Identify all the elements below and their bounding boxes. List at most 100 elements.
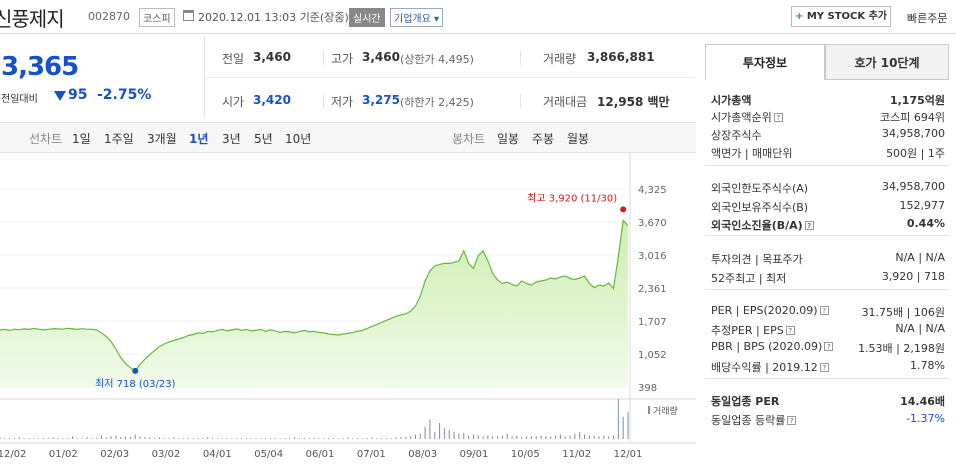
open-label: 시가: [222, 95, 245, 109]
help-icon[interactable]: ?: [773, 113, 783, 122]
info-row: 추정PER | EPS? N/A | N/A: [711, 322, 945, 339]
volume-bar: [270, 438, 272, 439]
volume-bar: [564, 436, 566, 439]
volume-bar: [187, 438, 189, 439]
info-panel: 투자정보 호가 10단계 시가총액 1,175억원 시가총액순위? 코스피 694위 상…: [705, 44, 955, 471]
quick-order-button[interactable]: 빠른주문: [907, 12, 948, 25]
high-label: 고가: [331, 52, 354, 66]
candle-daily[interactable]: 일봉: [497, 132, 520, 146]
volume-bar: [424, 426, 426, 439]
volume-bar: [207, 437, 209, 439]
period-1y[interactable]: 1년: [189, 132, 209, 146]
basis-text: 기준(장중): [299, 11, 349, 24]
price-area: [0, 220, 628, 387]
volume-bar: [192, 438, 194, 439]
volume-bar: [303, 438, 305, 439]
volume-bar: [279, 438, 281, 439]
company-info-button[interactable]: 기업개요 ▾: [390, 8, 444, 27]
volume-bar: [603, 435, 605, 439]
help-icon[interactable]: ?: [819, 306, 829, 315]
help-icon[interactable]: ?: [824, 342, 834, 351]
candle-weekly[interactable]: 주봉: [532, 132, 555, 146]
price-line: [0, 219, 629, 372]
info-row-label: PER | EPS(2020.09)?: [711, 304, 829, 317]
info-row-label: 상장주식수: [711, 129, 762, 142]
period-3y[interactable]: 3년: [222, 132, 241, 146]
help-icon[interactable]: ?: [804, 221, 814, 230]
volume-bar: [588, 435, 590, 439]
volume-bar: [294, 437, 296, 439]
period-5y[interactable]: 5년: [254, 132, 273, 146]
tab-invest-info[interactable]: 투자정보: [705, 44, 825, 80]
volume-bar: [86, 437, 88, 439]
volume-bar: [52, 437, 54, 439]
help-icon[interactable]: ?: [787, 416, 797, 425]
volume-bar: [28, 438, 30, 439]
volume-bar: [139, 436, 141, 439]
high-value: 3,460: [362, 50, 400, 64]
volume-bar: [511, 436, 513, 439]
info-row: 동일업종 등락률? -1.37%: [711, 412, 945, 429]
info-row: PER | EPS(2020.09)? 31.75배 | 106원: [711, 304, 945, 321]
realtime-button[interactable]: 실시간: [349, 8, 385, 27]
open-value: 3,420: [253, 93, 291, 107]
volume-bar: [545, 436, 547, 439]
period-1d[interactable]: 1일: [72, 132, 91, 146]
volume-bar: [342, 438, 344, 439]
stock-header: [0, 0, 956, 34]
info-row-label: 동일업종 등락률?: [711, 412, 797, 428]
price-chart[interactable]: 4,325 3,670 3,016 2,361 1,707 1,052 398 최고 3,9…: [0, 153, 696, 471]
info-row: 외국인보유주식수(B) 152,977: [711, 199, 945, 216]
down-arrow-icon: [54, 91, 66, 101]
volume-bar: [361, 438, 363, 439]
volume-bar: [526, 436, 528, 439]
volume-bar: [593, 435, 595, 439]
min-label: 최저 718 (03/23): [95, 378, 176, 390]
period-3m[interactable]: 3개월: [147, 132, 177, 146]
y-tick-label: 3,670: [638, 218, 667, 229]
datetime-text: 2020.12.01 13:03: [198, 11, 297, 24]
candle-monthly[interactable]: 월봉: [567, 132, 590, 146]
mystock-add-button[interactable]: + MY STOCK 추가: [791, 6, 891, 27]
volume-bar: [530, 436, 532, 439]
info-row-value: 0.44%: [906, 217, 945, 230]
tab-quote-10[interactable]: 호가 10단계: [825, 44, 949, 80]
chevron-down-icon: ▾: [430, 14, 440, 25]
volume-bar: [506, 433, 508, 439]
info-row-label: 외국인소진율(B/A)?: [711, 217, 814, 233]
help-icon[interactable]: ?: [819, 363, 829, 372]
volume-label: 거래량: [543, 52, 577, 66]
x-tick-label: 06/01: [306, 449, 335, 460]
volume-bar: [76, 438, 78, 439]
period-1w[interactable]: 1주일: [104, 132, 134, 146]
volume-bar: [318, 438, 320, 439]
info-row-label: 시가총액순위?: [711, 109, 783, 125]
x-tick-label: 10/05: [511, 449, 540, 460]
info-row-label: 외국인한도주식수(A): [711, 182, 809, 195]
x-tick-label: 11/02: [562, 449, 591, 460]
volume-bar: [57, 438, 59, 439]
volume-bar: [9, 438, 11, 439]
info-row: 배당수익률 | 2019.12? 1.78%: [711, 359, 945, 376]
upper-limit: (상한가 4,495): [400, 53, 474, 66]
volume-bar: [265, 438, 267, 439]
info-row-value: 3,920 | 718: [881, 270, 945, 283]
info-row-label: 시가총액: [711, 94, 752, 107]
change-label: 전일대비: [1, 94, 38, 105]
line-chart-label: 선차트: [29, 132, 63, 146]
volume-bar: [405, 436, 407, 439]
volume-bar: [173, 437, 175, 439]
period-10y[interactable]: 10년: [285, 132, 312, 146]
volume-bar: [0, 437, 1, 439]
info-row-value: 31.75배 | 106원: [861, 306, 945, 319]
volume-bar: [13, 438, 15, 439]
info-row-value: 코스피 694위: [880, 111, 945, 124]
help-icon[interactable]: ?: [785, 326, 795, 335]
volume-bar: [434, 431, 436, 439]
volume-bar: [598, 436, 600, 439]
volume-bar: [574, 433, 576, 439]
change-amount: 95: [68, 87, 88, 103]
info-row: 52주최고 | 최저 3,920 | 718: [711, 270, 945, 287]
volume-bar: [366, 438, 368, 439]
volume-bar: [100, 435, 102, 439]
